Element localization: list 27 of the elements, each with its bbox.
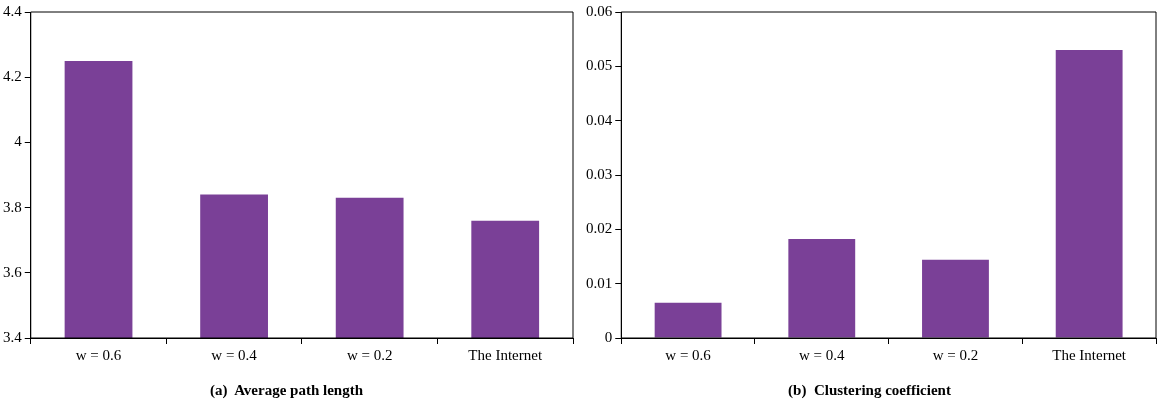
y-tick-label: 0.01 bbox=[586, 274, 613, 291]
x-tick-label: The Internet bbox=[468, 346, 543, 363]
y-tick-label: 0.06 bbox=[586, 2, 613, 19]
x-tick-label: w = 0.2 bbox=[932, 346, 979, 363]
y-tick-label: 4 bbox=[14, 133, 23, 150]
x-tick-label: The Internet bbox=[1052, 346, 1127, 363]
x-tick-label: w = 0.6 bbox=[75, 346, 122, 363]
bar bbox=[654, 302, 722, 338]
x-tick-label: w = 0.4 bbox=[799, 346, 846, 363]
bar bbox=[1055, 50, 1123, 338]
text: (b) Clustering coefficient bbox=[788, 381, 951, 399]
x-tick-label: w = 0.4 bbox=[211, 346, 258, 363]
y-tick-label: 3.8 bbox=[3, 198, 22, 215]
y-tick-label: 0.04 bbox=[586, 111, 613, 128]
y-tick-label: 4.2 bbox=[3, 68, 22, 85]
y-tick-label: 3.6 bbox=[3, 263, 23, 280]
x-tick-label: w = 0.6 bbox=[665, 346, 712, 363]
y-tick-label: 0.05 bbox=[586, 57, 613, 74]
text: (a) Average path length bbox=[209, 381, 364, 399]
y-tick-label: 3.4 bbox=[3, 328, 23, 345]
bar bbox=[922, 259, 989, 338]
x-tick-label: w = 0.2 bbox=[346, 346, 393, 363]
y-tick-label: 0.03 bbox=[586, 165, 613, 182]
y-tick-label: 4.4 bbox=[3, 2, 23, 19]
y-tick-label: 0 bbox=[604, 328, 613, 345]
y-tick-label: 0.02 bbox=[586, 220, 613, 237]
bar bbox=[788, 239, 856, 338]
